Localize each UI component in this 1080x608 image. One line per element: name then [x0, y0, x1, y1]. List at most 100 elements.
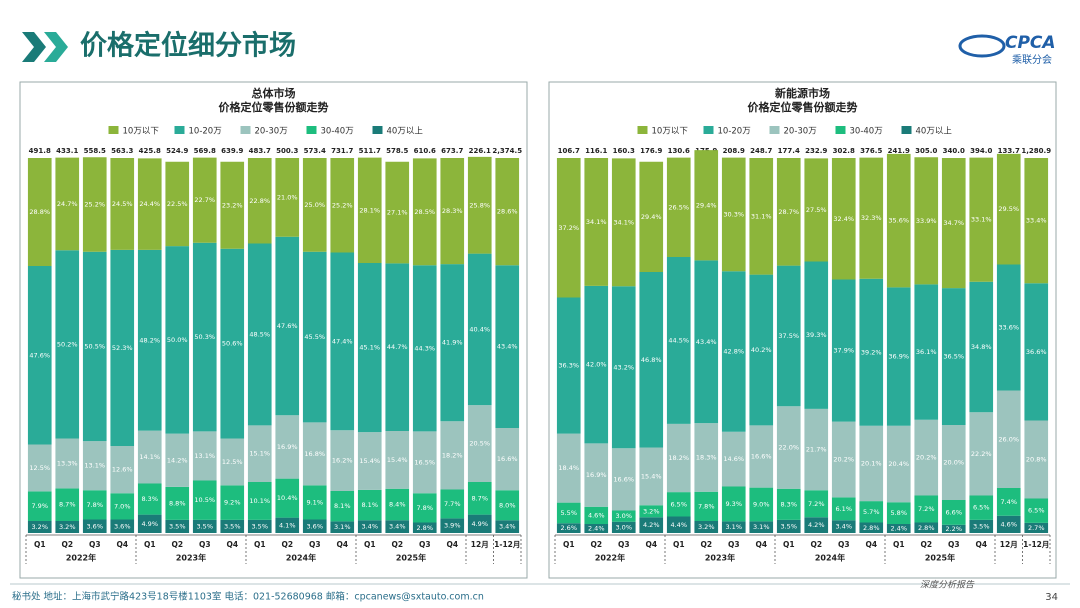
x-tick-label: 1-12月 [494, 540, 520, 549]
bar-value-label: 48.2% [139, 336, 160, 344]
bar-segment [694, 521, 719, 533]
legend-swatch [835, 126, 846, 134]
x-tick-label: Q2 [590, 540, 602, 549]
bar-segment [440, 489, 465, 519]
bar-segment [165, 246, 190, 434]
bar-segment [165, 433, 190, 487]
bar-value-label: 50.5% [84, 342, 105, 350]
bar-value-label: 4.4% [670, 521, 687, 529]
bar-value-label: 8.1% [334, 502, 351, 510]
bar-segment [137, 430, 162, 484]
bar-segment [302, 422, 327, 486]
bar-segment [330, 521, 355, 533]
logo-subtext: 乘联分会 [1012, 53, 1052, 66]
bar-value-label: 36.9% [888, 353, 909, 361]
bar-value-label: 22.5% [167, 200, 188, 208]
bar-segment [467, 156, 492, 254]
bar-value-label: 14.2% [167, 456, 188, 464]
x-tick-label: Q2 [920, 540, 932, 549]
bar-value-label: 52.3% [112, 344, 133, 352]
x-tick-label: Q3 [948, 540, 960, 549]
bar-value-label: 14.1% [139, 453, 160, 461]
bar-segment [666, 157, 691, 257]
bar-value-label: 4.6% [588, 511, 605, 519]
bar-value-label: 6.5% [1028, 507, 1045, 515]
bar-segment [914, 522, 939, 533]
bar-segment [385, 161, 410, 264]
bar-value-label: 20.8% [1026, 456, 1047, 464]
bar-value-label: 4.1% [279, 521, 296, 529]
bar-value-label: 7.2% [918, 505, 935, 513]
bar-segment [330, 158, 355, 253]
total-label: 558.5 [84, 147, 106, 155]
x-tick-label: Q4 [226, 540, 238, 549]
bar-segment [385, 263, 410, 431]
bar-segment [82, 157, 107, 252]
bar-segment [357, 520, 382, 533]
bar-value-label: 22.0% [778, 444, 799, 452]
bar-segment [886, 524, 911, 533]
bar-segment [749, 274, 774, 426]
bar-value-label: 26.5% [668, 203, 689, 211]
bar-value-label: 7.9% [31, 502, 48, 510]
bar-segment [357, 157, 382, 263]
bar-segment [110, 158, 135, 250]
bar-segment [969, 412, 994, 496]
bar-value-label: 16.6% [613, 475, 634, 483]
x-tick-label: Q2 [810, 540, 822, 549]
x-tick-label: 12月 [1000, 540, 1018, 549]
bar-segment [996, 390, 1021, 488]
bar-value-label: 3.4% [389, 523, 406, 531]
total-label: 133.7 [998, 147, 1020, 155]
bar-segment [302, 251, 327, 423]
x-tick-label: 12月 [471, 540, 489, 549]
bar-segment [192, 519, 217, 533]
x-tick-label: 1-12月 [1023, 540, 1049, 549]
footer-address: 秘书处 地址：上海市武宁路423号18号楼1103室 电话：021-526809… [12, 591, 484, 603]
bar-value-label: 33.1% [971, 216, 992, 224]
bar-value-label: 33.6% [998, 324, 1019, 332]
bar-segment [220, 519, 245, 533]
bar-value-label: 37.9% [833, 347, 854, 355]
x-tick-label: Q3 [89, 540, 101, 549]
bar-value-label: 12.5% [222, 458, 243, 466]
total-label: 305.0 [915, 147, 937, 155]
bar-segment [302, 158, 327, 252]
bar-segment [859, 157, 884, 279]
bar-segment [776, 406, 801, 489]
x-tick-label: Q2 [391, 540, 403, 549]
bar-segment [467, 405, 492, 482]
legend-label: 40万以上 [387, 127, 424, 137]
bar-segment [721, 431, 746, 487]
bar-value-label: 42.8% [723, 348, 744, 356]
bar-value-label: 32.3% [861, 214, 882, 222]
bar-segment [137, 514, 162, 533]
bar-segment [275, 236, 300, 416]
bar-segment [749, 521, 774, 533]
chart-panel [19, 81, 528, 579]
legend-label: 10-20万 [718, 127, 751, 137]
logo-text: CPCA [1005, 33, 1056, 53]
legend-label: 30-40万 [850, 127, 883, 137]
bar-value-label: 28.3% [442, 207, 463, 215]
bar-value-label: 2.4% [890, 525, 907, 533]
bar-value-label: 45.5% [304, 333, 325, 341]
bar-value-label: 3.5% [196, 522, 213, 530]
bar-value-label: 8.1% [361, 501, 378, 509]
x-tick-label: Q4 [975, 540, 987, 549]
bar-segment [584, 524, 609, 533]
bar-value-label: 7.0% [114, 502, 131, 510]
bar-segment [275, 158, 300, 237]
bar-value-label: 9.1% [306, 498, 323, 506]
bar-segment [639, 505, 664, 518]
bar-value-label: 34.1% [613, 218, 634, 226]
bar-segment [467, 482, 492, 515]
bar-value-label: 39.2% [861, 348, 882, 356]
bar-value-label: 25.2% [84, 201, 105, 209]
bar-segment [412, 493, 437, 523]
x-tick-label: Q1 [34, 540, 46, 549]
bar-value-label: 3.4% [499, 523, 516, 531]
bar-value-label: 6.5% [973, 504, 990, 512]
bar-value-label: 9.2% [224, 499, 241, 507]
bar-value-label: 36.3% [558, 362, 579, 370]
